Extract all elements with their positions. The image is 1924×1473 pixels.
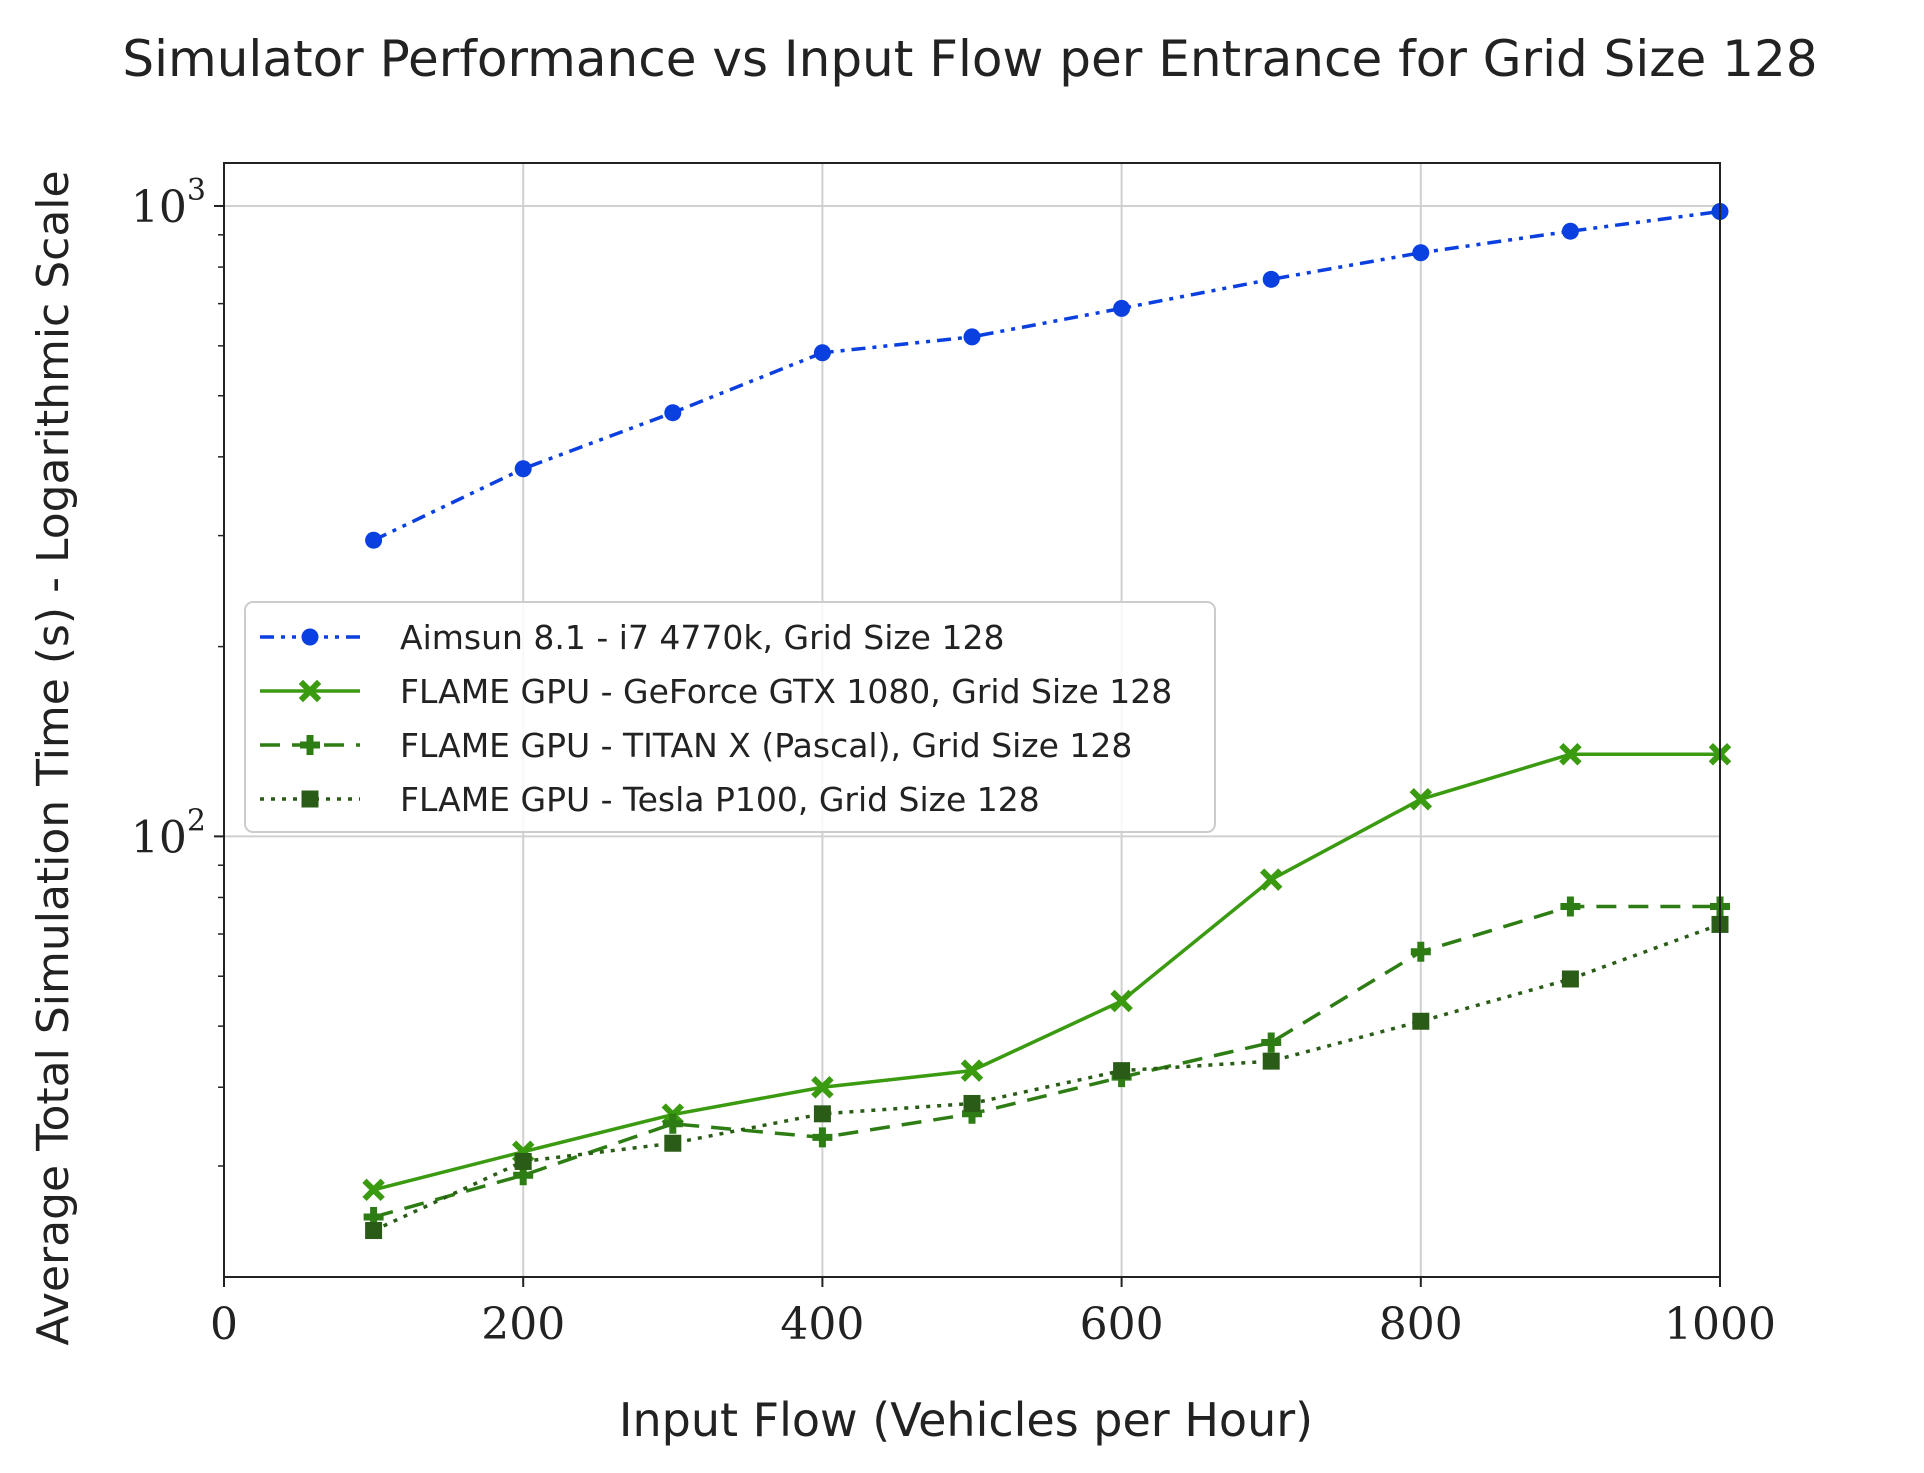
legend-item: FLAME GPU - Tesla P100, Grid Size 128 — [260, 780, 1040, 819]
x-axis-label: Input Flow (Vehicles per Hour) — [619, 1393, 1313, 1447]
series-2 — [362, 742, 1732, 1202]
legend-item: FLAME GPU - TITAN X (Pascal), Grid Size … — [260, 726, 1132, 765]
series-4 — [365, 915, 1729, 1240]
data-point — [812, 1127, 833, 1148]
data-point — [362, 1178, 385, 1202]
data-point — [1559, 742, 1582, 766]
data-point — [962, 1103, 982, 1124]
x-tick-label: 400 — [780, 1299, 864, 1350]
axes-frame — [223, 162, 1721, 1278]
data-point — [963, 1094, 981, 1112]
series-line — [372, 922, 1721, 1233]
data-point — [1412, 244, 1430, 262]
legend-label: FLAME GPU - Tesla P100, Grid Size 128 — [400, 780, 1040, 819]
data-point — [963, 328, 981, 346]
legend-label: FLAME GPU - GeForce GTX 1080, Grid Size … — [400, 672, 1172, 711]
data-point — [813, 344, 831, 362]
data-point — [1261, 1032, 1282, 1053]
data-point — [1262, 270, 1280, 288]
data-point — [514, 460, 532, 478]
legend-label: Aimsun 8.1 - i7 4770k, Grid Size 128 — [400, 618, 1004, 657]
data-point — [662, 1113, 683, 1134]
data-point — [1561, 222, 1579, 240]
y-axis-label: Average Total Simulation Time (s) - Loga… — [28, 170, 79, 1345]
data-point — [1560, 896, 1581, 917]
y-tick-base: 10 — [131, 812, 187, 863]
legend-box — [244, 601, 1216, 833]
legend-marker — [298, 679, 322, 703]
data-point — [363, 1207, 384, 1228]
data-point — [514, 1152, 532, 1170]
data-point — [664, 404, 682, 422]
y-tick-label: 103 — [131, 173, 206, 233]
legend-marker — [300, 735, 320, 755]
data-point — [1561, 970, 1579, 988]
data-point — [365, 1222, 383, 1240]
x-tick-label: 800 — [1379, 1299, 1463, 1350]
y-tick-base: 10 — [131, 182, 187, 233]
data-point — [811, 1075, 834, 1099]
data-point — [1412, 1012, 1430, 1030]
data-point — [1409, 788, 1433, 811]
series-line — [373, 752, 1720, 1192]
x-tick-label: 600 — [1080, 1299, 1164, 1350]
series-line — [373, 904, 1720, 1219]
legend-marker — [301, 790, 319, 808]
legend-label: FLAME GPU - TITAN X (Pascal), Grid Size … — [400, 726, 1132, 765]
legend: Aimsun 8.1 - i7 4770k, Grid Size 128 FLAM… — [244, 601, 1216, 833]
x-tick-label: 200 — [481, 1299, 565, 1350]
x-tick-label: 0 — [210, 1299, 238, 1350]
data-point — [1259, 868, 1283, 891]
data-point — [664, 1134, 682, 1152]
data-point — [1110, 989, 1133, 1013]
data-point — [513, 1165, 534, 1186]
legend-item: Aimsun 8.1 - i7 4770k, Grid Size 128 — [260, 618, 1004, 657]
data-point — [813, 1105, 831, 1123]
series-line — [372, 209, 1721, 542]
series-1 — [365, 203, 1729, 549]
y-tick-exponent: 3 — [187, 173, 206, 208]
data-point — [1113, 1062, 1131, 1080]
data-point — [365, 531, 383, 549]
legend-item: FLAME GPU - GeForce GTX 1080, Grid Size … — [260, 672, 1172, 711]
data-point — [1113, 299, 1131, 317]
legend-marker — [301, 628, 319, 646]
data-point — [960, 1059, 984, 1082]
data-point — [1410, 941, 1431, 962]
chart-title: Simulator Performance vs Input Flow per … — [122, 30, 1817, 88]
data-point — [1262, 1052, 1280, 1070]
y-tick-exponent: 2 — [187, 803, 206, 838]
x-tick-label: 1000 — [1664, 1299, 1776, 1350]
y-tick-label: 102 — [131, 803, 206, 863]
